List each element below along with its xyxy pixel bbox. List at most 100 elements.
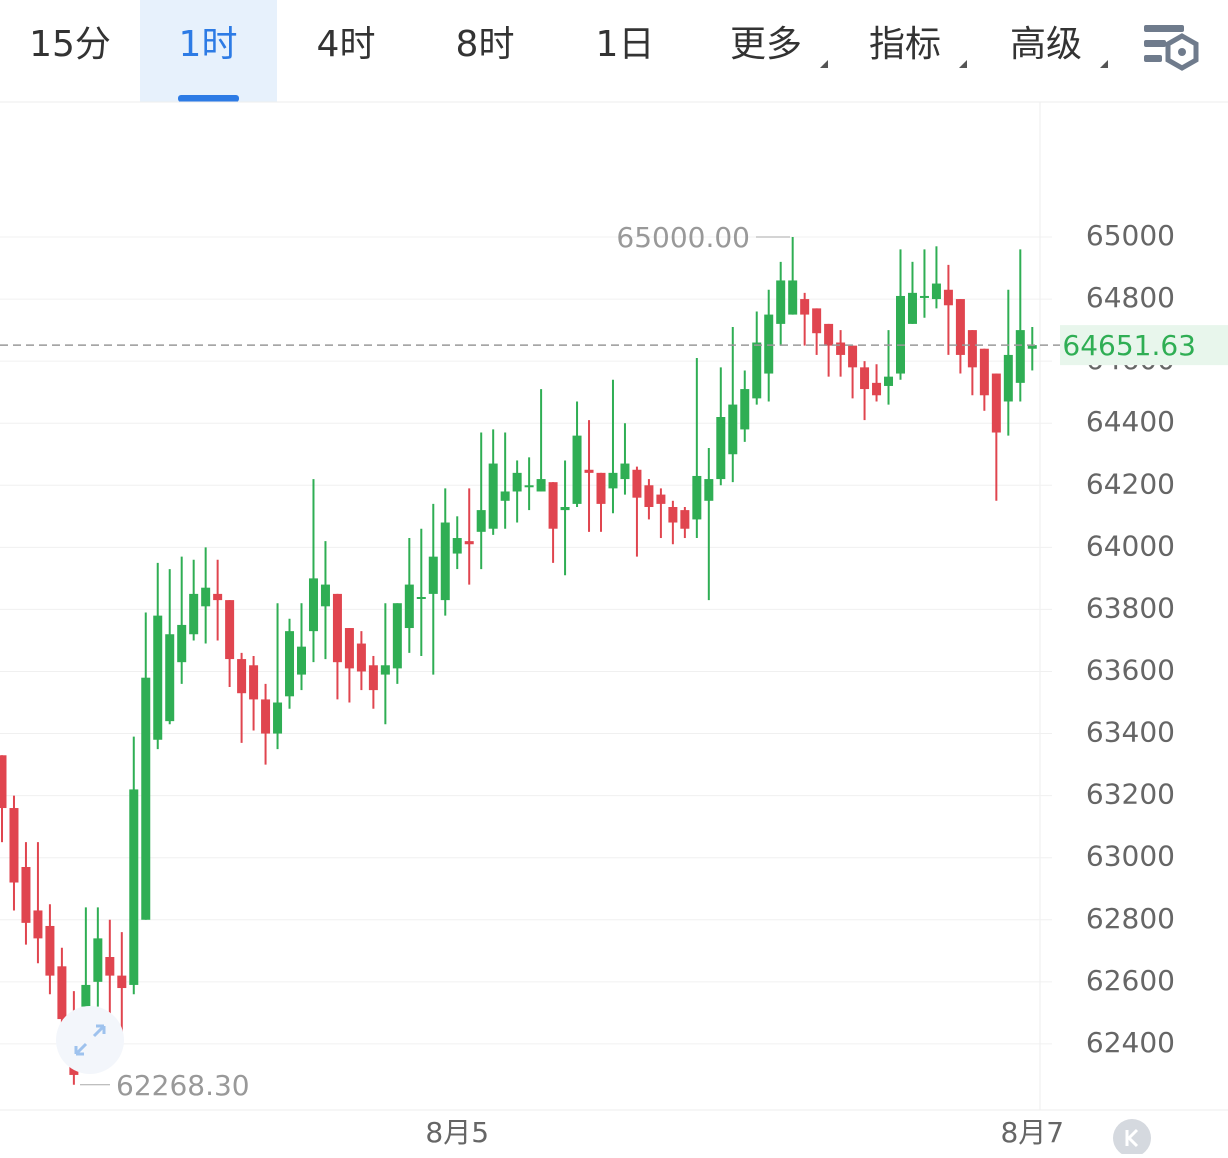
candle-body xyxy=(404,584,414,629)
candle-body xyxy=(860,367,870,390)
candle-body xyxy=(596,472,606,504)
candle-body xyxy=(225,600,235,660)
candle-body xyxy=(33,910,43,939)
tab[interactable]: 1时 xyxy=(179,24,238,65)
candle-body xyxy=(967,330,977,368)
candle-body xyxy=(824,323,834,346)
candle-body xyxy=(1027,345,1037,349)
dropdown-caret xyxy=(820,60,828,68)
candle-body xyxy=(141,677,151,920)
tab[interactable]: 1日 xyxy=(596,24,655,65)
candle-body xyxy=(548,482,558,529)
candle-body xyxy=(788,280,798,315)
candle-body xyxy=(45,925,55,976)
candle-body xyxy=(979,348,989,396)
candle-body xyxy=(884,376,894,386)
tab[interactable]: 8时 xyxy=(456,24,515,65)
candle-body xyxy=(752,342,762,399)
candle-body xyxy=(0,755,7,809)
settings-icon[interactable] xyxy=(1144,25,1199,71)
candle-body xyxy=(632,469,642,498)
y-tick-label: 63600 xyxy=(1086,653,1175,686)
candle-body xyxy=(153,615,163,740)
candle-body xyxy=(261,699,271,734)
candle-body xyxy=(129,789,139,985)
candle-body xyxy=(177,624,187,663)
candle-body xyxy=(955,299,965,355)
candle-body xyxy=(776,280,786,324)
expand-button[interactable] xyxy=(56,1006,124,1074)
candle-body xyxy=(21,867,31,923)
candle-body xyxy=(105,957,115,976)
candle-body xyxy=(273,702,283,734)
candle-body xyxy=(344,628,354,669)
candle-body xyxy=(93,938,103,982)
y-tick-label: 63000 xyxy=(1086,840,1175,873)
y-tick-label: 63800 xyxy=(1086,591,1175,624)
y-tick-label: 63400 xyxy=(1086,716,1175,749)
tab[interactable]: 高级 xyxy=(1010,24,1082,65)
candle-body xyxy=(476,510,486,532)
candle-body xyxy=(872,382,882,396)
candle-body xyxy=(452,538,462,554)
y-tick-label: 62400 xyxy=(1086,1026,1175,1059)
candle-body xyxy=(440,522,450,601)
y-tick-label: 64400 xyxy=(1086,405,1175,438)
active-tab-bg xyxy=(140,0,277,102)
candle-body xyxy=(800,299,810,315)
candle-body xyxy=(584,469,594,473)
y-tick-label: 65000 xyxy=(1086,219,1175,252)
candle-body xyxy=(1003,354,1013,402)
candle-body xyxy=(416,597,426,599)
y-tick-label: 64800 xyxy=(1086,281,1175,314)
y-tick-label: 62800 xyxy=(1086,902,1175,935)
candle-body xyxy=(560,507,570,511)
candle-body xyxy=(812,308,822,334)
dropdown-caret xyxy=(959,60,967,68)
candle-body xyxy=(308,578,318,632)
candle-body xyxy=(728,404,738,455)
candle-body xyxy=(81,984,91,1007)
candle-body xyxy=(836,342,846,355)
candle-body xyxy=(285,631,295,697)
y-tick-label: 64200 xyxy=(1086,467,1175,500)
candle-body xyxy=(165,634,175,722)
candle-body xyxy=(740,389,750,430)
candle-body xyxy=(464,541,474,545)
candle-body xyxy=(656,494,666,504)
candle-body xyxy=(991,373,1001,433)
candle-body xyxy=(764,314,774,374)
y-tick-label: 62600 xyxy=(1086,964,1175,997)
last-price-label: 64651.63 xyxy=(1062,329,1196,362)
candle-body xyxy=(356,643,366,672)
candle-body xyxy=(488,463,498,529)
tab[interactable]: 指标 xyxy=(869,24,941,65)
candle-body xyxy=(512,472,522,492)
candle-body xyxy=(392,603,402,669)
k-button[interactable] xyxy=(1113,1119,1151,1157)
candle-body xyxy=(500,491,510,501)
candle-body xyxy=(943,289,953,306)
candle-body xyxy=(57,966,67,1020)
dropdown-caret xyxy=(1100,60,1108,68)
y-tick-label: 63200 xyxy=(1086,778,1175,811)
tab[interactable]: 4时 xyxy=(317,24,376,65)
x-tick-label: 8月5 xyxy=(425,1116,489,1149)
candle-body xyxy=(9,808,19,883)
low-annotation: 62268.30 xyxy=(116,1069,250,1102)
tab[interactable]: 15分 xyxy=(29,24,111,65)
candle-body xyxy=(201,587,211,607)
candle-body xyxy=(896,295,905,374)
candle-body xyxy=(644,485,654,507)
active-tab-indicator xyxy=(178,95,239,102)
candle-body xyxy=(907,292,917,324)
tab[interactable]: 更多 xyxy=(730,24,802,65)
candle-body xyxy=(368,665,378,691)
candle-body xyxy=(620,463,630,480)
candle-body xyxy=(572,435,582,504)
candle-body xyxy=(608,472,618,489)
candle-body xyxy=(237,659,247,694)
candle-body xyxy=(680,510,690,529)
candle-body xyxy=(931,283,941,300)
